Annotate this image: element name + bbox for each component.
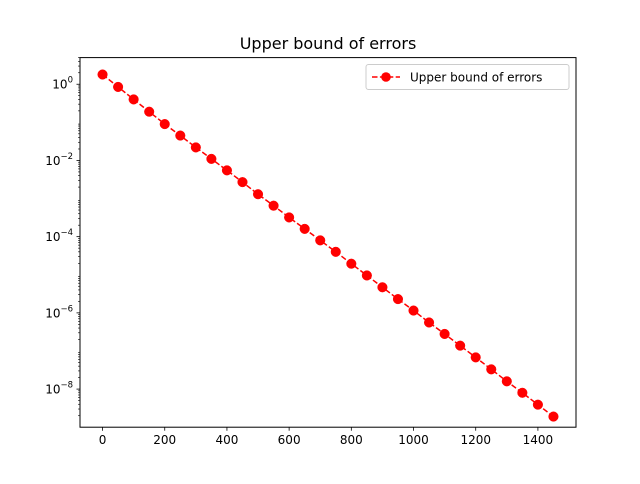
- y-tick-label: 10−2: [45, 152, 73, 168]
- x-axis: 0 200 400 600 800 1000 1200 1400: [99, 427, 553, 447]
- data-point: [501, 376, 512, 387]
- data-point: [439, 328, 450, 339]
- data-point: [268, 200, 279, 211]
- data-point: [144, 106, 155, 117]
- chart-title: Upper bound of errors: [240, 34, 417, 53]
- y-tick-base: 10: [45, 154, 60, 168]
- legend-box: [365, 64, 570, 90]
- data-point: [206, 153, 217, 164]
- y-tick-base: 10: [45, 383, 60, 397]
- x-tick-label: 1200: [460, 433, 491, 447]
- data-point: [128, 94, 139, 105]
- data-point: [408, 305, 419, 316]
- data-point: [455, 340, 466, 351]
- y-tick-label: 10−4: [45, 228, 73, 244]
- y-tick-exponent: −6: [60, 304, 73, 314]
- data-point: [392, 294, 404, 305]
- y-tick-base: 10: [45, 306, 60, 320]
- x-tick-label: 200: [153, 433, 176, 447]
- data-point: [315, 235, 326, 246]
- y-tick-base: 10: [45, 230, 60, 244]
- data-point: [113, 81, 124, 92]
- y-tick-exponent: 0: [68, 76, 73, 86]
- data-point: [377, 282, 388, 293]
- data-point: [175, 130, 186, 141]
- data-point: [517, 387, 528, 398]
- data-point: [361, 270, 372, 281]
- data-point: [221, 165, 232, 176]
- y-tick-exponent: −4: [60, 228, 73, 238]
- y-tick-label: 10−8: [45, 381, 73, 397]
- data-point: [346, 258, 357, 269]
- data-point: [424, 317, 435, 328]
- plot-area: [97, 69, 559, 422]
- y-tick-label: 10−6: [45, 304, 73, 320]
- x-tick-label: 0: [99, 433, 107, 447]
- data-point: [284, 212, 295, 223]
- data-point: [190, 142, 201, 153]
- y-tick-label: 100: [52, 76, 73, 92]
- legend: Upper bound of errors: [365, 64, 570, 90]
- data-point: [548, 411, 559, 422]
- x-tick-label: 800: [340, 433, 363, 447]
- data-point: [486, 364, 497, 375]
- legend-marker: [381, 72, 391, 82]
- x-tick-label: 1000: [398, 433, 429, 447]
- data-point: [159, 119, 170, 130]
- data-point: [470, 352, 481, 363]
- data-point: [299, 223, 310, 234]
- x-tick-label: 400: [215, 433, 238, 447]
- data-point: [532, 399, 543, 410]
- data-point: [252, 189, 264, 200]
- y-tick-exponent: −2: [60, 152, 73, 162]
- data-point: [97, 69, 108, 80]
- data-point: [330, 246, 341, 257]
- x-tick-label: 1400: [523, 433, 554, 447]
- legend-label: Upper bound of errors: [410, 71, 542, 85]
- data-point: [237, 177, 248, 188]
- y-tick-base: 10: [52, 78, 67, 92]
- x-tick-label: 600: [278, 433, 301, 447]
- y-tick-exponent: −8: [60, 381, 73, 391]
